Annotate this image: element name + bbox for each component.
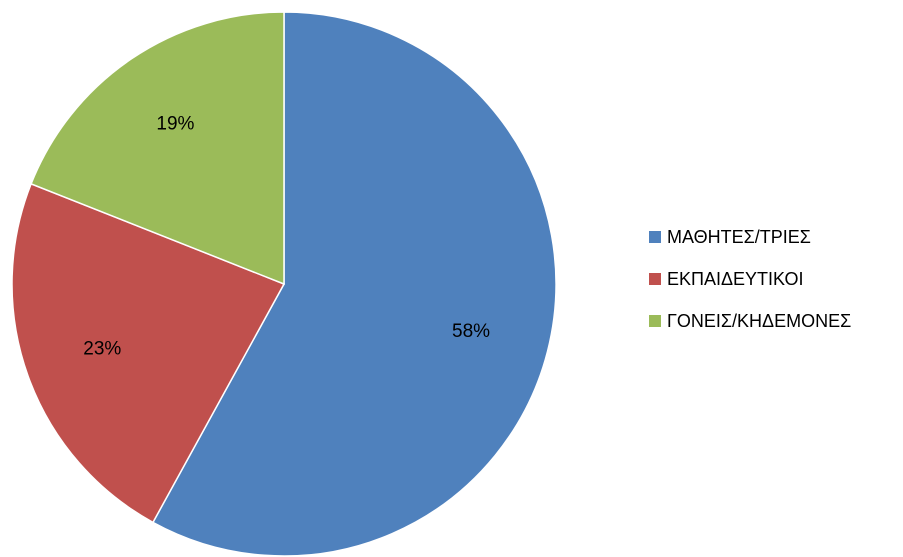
legend-item-teachers: ΕΚΠΑΙΔΕΥΤΙΚΟΙ [649,268,899,290]
chart-legend: ΜΑΘΗΤΕΣ/ΤΡΙΕΣ ΕΚΠΑΙΔΕΥΤΙΚΟΙ ΓΟΝΕΙΣ/ΚΗΔΕΜ… [649,226,899,352]
legend-label-parents: ΓΟΝΕΙΣ/ΚΗΔΕΜΟΝΕΣ [667,310,852,331]
data-label-teachers: 23% [83,338,121,359]
legend-swatch-parents [649,315,661,327]
pie-data-labels: 58% 23% 19% [83,113,490,359]
legend-swatch-students [649,231,661,243]
data-label-parents: 19% [156,113,194,134]
data-label-students: 58% [452,321,490,342]
pie-slice-students [151,11,557,557]
pie-slice-parents [30,11,285,286]
legend-swatch-teachers [649,273,661,285]
legend-label-teachers: ΕΚΠΑΙΔΕΥΤΙΚΟΙ [667,268,804,289]
legend-item-parents: ΓΟΝΕΙΣ/ΚΗΔΕΜΟΝΕΣ [649,310,899,332]
pie-slice-teachers [11,182,286,524]
legend-label-students: ΜΑΘΗΤΕΣ/ΤΡΙΕΣ [667,226,811,247]
legend-item-students: ΜΑΘΗΤΕΣ/ΤΡΙΕΣ [649,226,899,248]
pie-slices [11,11,557,557]
